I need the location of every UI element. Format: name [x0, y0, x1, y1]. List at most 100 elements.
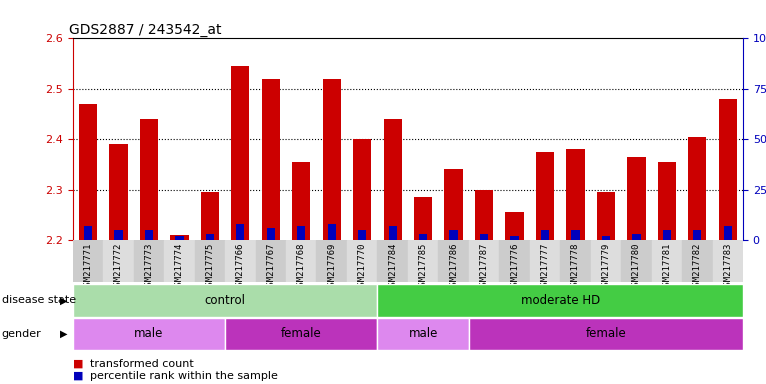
- Bar: [450, 230, 458, 240]
- Bar: [591, 240, 621, 282]
- Bar: [262, 79, 280, 240]
- Bar: [236, 224, 244, 240]
- Bar: [84, 226, 92, 240]
- Text: GSM217769: GSM217769: [327, 243, 336, 291]
- Text: GDS2887 / 243542_at: GDS2887 / 243542_at: [70, 23, 222, 37]
- Bar: [347, 240, 378, 282]
- Text: disease state: disease state: [2, 295, 76, 306]
- Text: GSM217771: GSM217771: [83, 243, 93, 291]
- Text: GSM217767: GSM217767: [267, 243, 275, 291]
- Bar: [134, 240, 164, 282]
- Bar: [175, 236, 184, 240]
- Text: GSM217774: GSM217774: [175, 243, 184, 291]
- Text: GSM217786: GSM217786: [449, 243, 458, 291]
- Bar: [627, 157, 646, 240]
- Bar: [688, 137, 706, 240]
- Bar: [110, 144, 128, 240]
- Bar: [378, 318, 469, 350]
- Text: GSM217785: GSM217785: [419, 243, 427, 291]
- Bar: [170, 235, 188, 240]
- Bar: [530, 240, 560, 282]
- Text: GSM217766: GSM217766: [236, 243, 245, 291]
- Bar: [693, 230, 702, 240]
- Bar: [297, 226, 306, 240]
- Bar: [475, 190, 493, 240]
- Text: female: female: [585, 328, 627, 340]
- Text: GSM217768: GSM217768: [296, 243, 306, 291]
- Bar: [353, 139, 372, 240]
- Text: GSM217777: GSM217777: [541, 243, 549, 291]
- Bar: [536, 152, 554, 240]
- Bar: [658, 162, 676, 240]
- Bar: [316, 240, 347, 282]
- Text: ▶: ▶: [60, 329, 67, 339]
- Bar: [444, 169, 463, 240]
- Bar: [358, 230, 366, 240]
- Bar: [560, 240, 591, 282]
- Bar: [140, 119, 158, 240]
- Bar: [724, 226, 732, 240]
- Bar: [103, 240, 134, 282]
- Bar: [73, 240, 103, 282]
- Bar: [469, 318, 743, 350]
- Text: male: male: [408, 328, 438, 340]
- Text: GSM217787: GSM217787: [480, 243, 489, 291]
- Bar: [73, 284, 378, 317]
- Bar: [480, 234, 488, 240]
- Bar: [438, 240, 469, 282]
- Text: moderate HD: moderate HD: [521, 294, 600, 307]
- Bar: [652, 240, 682, 282]
- Bar: [384, 119, 402, 240]
- Text: ■: ■: [73, 359, 83, 369]
- Bar: [419, 234, 427, 240]
- Bar: [231, 66, 250, 240]
- Text: GSM217781: GSM217781: [663, 243, 671, 291]
- Bar: [510, 236, 519, 240]
- Bar: [79, 104, 97, 240]
- Bar: [145, 230, 153, 240]
- Bar: [114, 230, 123, 240]
- Text: transformed count: transformed count: [90, 359, 193, 369]
- Bar: [292, 162, 310, 240]
- Bar: [621, 240, 652, 282]
- Bar: [414, 197, 432, 240]
- Text: GSM217772: GSM217772: [114, 243, 123, 291]
- Bar: [541, 230, 549, 240]
- Text: ▶: ▶: [60, 295, 67, 306]
- Bar: [602, 236, 610, 240]
- Bar: [378, 240, 408, 282]
- Bar: [256, 240, 286, 282]
- Text: control: control: [205, 294, 246, 307]
- Bar: [712, 240, 743, 282]
- Bar: [195, 240, 225, 282]
- Text: GSM217776: GSM217776: [510, 243, 519, 291]
- Text: GSM217779: GSM217779: [601, 243, 611, 291]
- Bar: [225, 240, 256, 282]
- Bar: [206, 234, 214, 240]
- Bar: [499, 240, 530, 282]
- Bar: [663, 230, 671, 240]
- Bar: [267, 228, 275, 240]
- Text: GSM217782: GSM217782: [692, 243, 702, 291]
- Bar: [597, 192, 615, 240]
- Bar: [328, 224, 336, 240]
- Text: GSM217784: GSM217784: [388, 243, 397, 291]
- Text: GSM217770: GSM217770: [358, 243, 367, 291]
- Bar: [408, 240, 438, 282]
- Bar: [225, 318, 378, 350]
- Bar: [322, 79, 341, 240]
- Text: gender: gender: [2, 329, 41, 339]
- Bar: [506, 212, 524, 240]
- Text: male: male: [134, 328, 164, 340]
- Text: GSM217773: GSM217773: [145, 243, 153, 291]
- Bar: [286, 240, 316, 282]
- Text: ■: ■: [73, 371, 83, 381]
- Bar: [164, 240, 195, 282]
- Text: GSM217780: GSM217780: [632, 243, 641, 291]
- Bar: [571, 230, 580, 240]
- Bar: [378, 284, 743, 317]
- Bar: [469, 240, 499, 282]
- Text: GSM217775: GSM217775: [205, 243, 214, 291]
- Bar: [682, 240, 712, 282]
- Text: GSM217783: GSM217783: [723, 243, 732, 291]
